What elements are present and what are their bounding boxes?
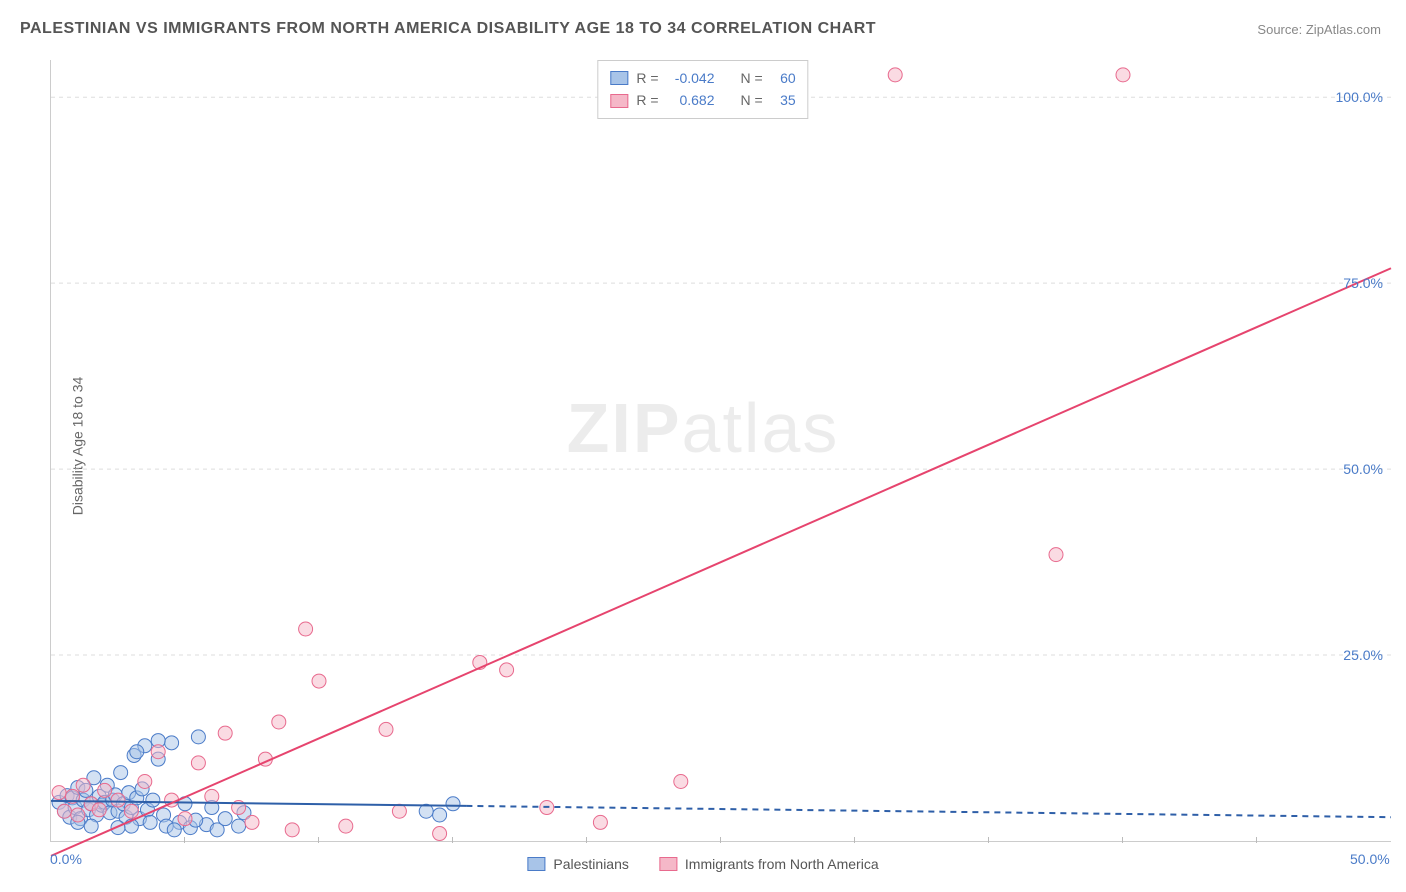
data-point — [888, 68, 902, 82]
data-point — [114, 766, 128, 780]
data-point — [165, 736, 179, 750]
x-tick-label: 0.0% — [50, 851, 82, 867]
data-point — [191, 756, 205, 770]
y-tick-label: 100.0% — [1336, 89, 1383, 105]
data-point — [218, 726, 232, 740]
data-point — [167, 823, 181, 837]
data-point — [245, 815, 259, 829]
chart-title: PALESTINIAN VS IMMIGRANTS FROM NORTH AME… — [20, 20, 876, 38]
source-label: Source: — [1257, 22, 1302, 37]
legend-bottom-swatch-1 — [527, 857, 545, 871]
data-point — [205, 789, 219, 803]
legend-swatch-1 — [610, 71, 628, 85]
data-point — [76, 778, 90, 792]
stats-legend: R = -0.042 N = 60 R = 0.682 N = 35 — [597, 60, 808, 119]
data-point — [71, 808, 85, 822]
series-legend: Palestinians Immigrants from North Ameri… — [527, 856, 878, 872]
legend-row-series2: R = 0.682 N = 35 — [610, 89, 795, 111]
legend-swatch-2 — [610, 94, 628, 108]
source-link[interactable]: ZipAtlas.com — [1306, 22, 1381, 37]
data-point — [433, 808, 447, 822]
data-point — [272, 715, 286, 729]
data-point — [339, 819, 353, 833]
data-point — [178, 812, 192, 826]
x-minor-tick — [854, 837, 855, 843]
x-minor-tick — [1122, 837, 1123, 843]
data-point — [593, 815, 607, 829]
data-point — [84, 819, 98, 833]
data-point — [111, 793, 125, 807]
data-point — [299, 622, 313, 636]
r-value-2: 0.682 — [667, 89, 715, 111]
y-tick-label: 25.0% — [1343, 647, 1383, 663]
data-point — [232, 819, 246, 833]
legend-item-2: Immigrants from North America — [659, 856, 879, 872]
legend-bottom-label-2: Immigrants from North America — [685, 856, 879, 872]
data-point — [130, 745, 144, 759]
x-minor-tick — [452, 837, 453, 843]
data-point — [92, 803, 106, 817]
data-point — [446, 797, 460, 811]
x-minor-tick — [184, 837, 185, 843]
data-point — [138, 774, 152, 788]
x-minor-tick — [1256, 837, 1257, 843]
n-label-2: N = — [741, 89, 763, 111]
data-point — [285, 823, 299, 837]
n-value-2: 35 — [771, 89, 796, 111]
legend-row-series1: R = -0.042 N = 60 — [610, 67, 795, 89]
r-value-1: -0.042 — [667, 67, 715, 89]
data-point — [433, 827, 447, 841]
data-point — [312, 674, 326, 688]
source-attribution: Source: ZipAtlas.com — [1257, 22, 1381, 37]
legend-bottom-swatch-2 — [659, 857, 677, 871]
data-point — [379, 722, 393, 736]
data-point — [191, 730, 205, 744]
n-label-1: N = — [741, 67, 763, 89]
data-point — [52, 786, 66, 800]
x-minor-tick — [586, 837, 587, 843]
data-point — [1116, 68, 1130, 82]
data-point — [151, 745, 165, 759]
x-minor-tick — [318, 837, 319, 843]
legend-bottom-label-1: Palestinians — [553, 856, 629, 872]
x-minor-tick — [988, 837, 989, 843]
data-point — [146, 793, 160, 807]
x-tick-label: 50.0% — [1350, 851, 1390, 867]
data-point — [98, 783, 112, 797]
data-point — [218, 812, 232, 826]
data-point — [392, 804, 406, 818]
data-point — [1049, 548, 1063, 562]
y-tick-label: 50.0% — [1343, 461, 1383, 477]
data-point — [124, 804, 138, 818]
r-label-1: R = — [636, 67, 658, 89]
data-point — [57, 804, 71, 818]
n-value-1: 60 — [771, 67, 796, 89]
legend-item-1: Palestinians — [527, 856, 629, 872]
plot-svg — [51, 60, 1391, 841]
data-point — [143, 815, 157, 829]
correlation-chart: PALESTINIAN VS IMMIGRANTS FROM NORTH AME… — [0, 0, 1406, 892]
data-point — [674, 774, 688, 788]
plot-area: 25.0% 50.0% 75.0% 100.0% — [50, 60, 1391, 842]
y-tick-label: 75.0% — [1343, 275, 1383, 291]
r-label-2: R = — [636, 89, 658, 111]
data-point — [500, 663, 514, 677]
x-minor-tick — [720, 837, 721, 843]
